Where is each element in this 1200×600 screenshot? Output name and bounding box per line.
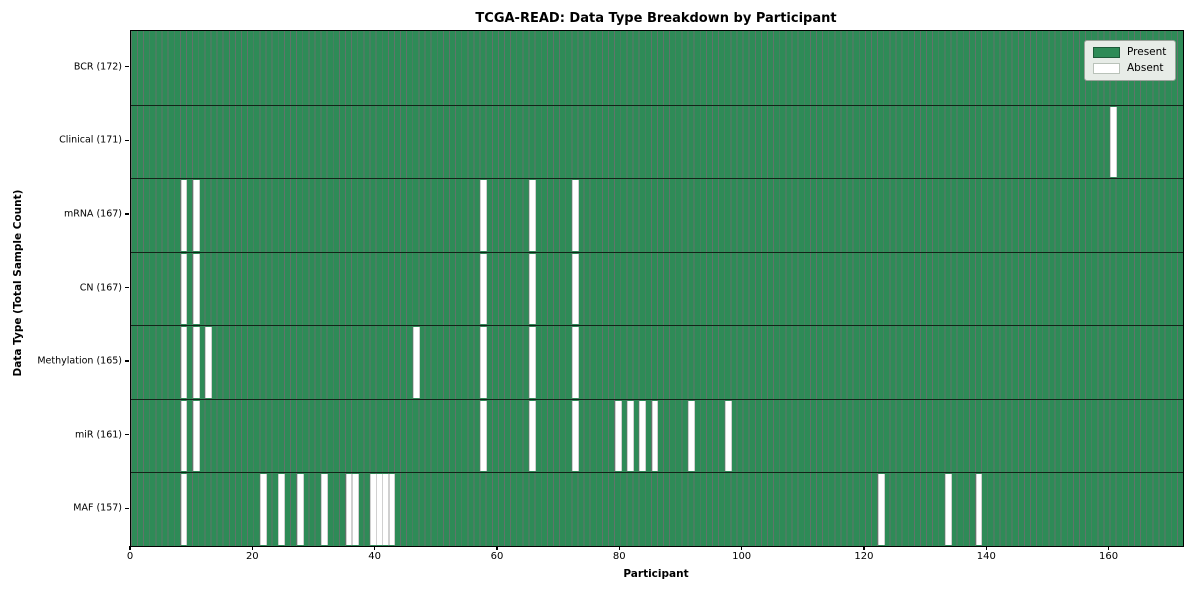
y-tick-mark	[125, 434, 129, 436]
absent-cell-miR-97	[724, 400, 732, 472]
absent-cell-MAF-133	[945, 474, 952, 545]
absent-cell-Methylation-65	[529, 327, 536, 398]
absent-cell-miR-91	[688, 400, 695, 472]
absent-cell-miR-79	[614, 400, 622, 472]
legend: Present Absent	[1084, 40, 1176, 81]
absent-cell-CN-65	[529, 253, 536, 325]
row-BCR	[131, 31, 1183, 105]
y-tick-label-Clinical: Clinical (171)	[59, 134, 122, 146]
absent-cell-Methylation-12	[205, 327, 212, 398]
y-tick-label-MAF: MAF (157)	[73, 502, 122, 514]
absent-cell-miR-72	[572, 400, 579, 472]
x-tick-mark	[251, 546, 253, 550]
row-mRNA	[131, 178, 1183, 252]
x-tick-mark	[374, 546, 376, 550]
absent-cell-MAF-122	[877, 474, 885, 545]
row-MAF	[131, 472, 1183, 546]
row-CN	[131, 251, 1183, 326]
legend-entry-present: Present	[1093, 47, 1167, 58]
legend-entry-absent: Absent	[1093, 63, 1167, 74]
absent-cell-MAF-24	[278, 474, 286, 545]
y-tick-mark	[125, 213, 129, 215]
legend-swatch-absent	[1093, 63, 1120, 74]
absent-cell-CN-57	[480, 253, 488, 325]
x-tick-mark	[618, 546, 620, 550]
legend-label: Absent	[1127, 62, 1164, 74]
absent-cell-Methylation-72	[572, 327, 579, 398]
y-tick-label-miR: miR (161)	[74, 429, 122, 441]
y-tick-label-Methylation: Methylation (165)	[37, 355, 122, 367]
absent-cell-MAF-27	[296, 474, 304, 545]
y-tick-label-CN: CN (167)	[79, 282, 122, 293]
absent-cell-MAF-42	[388, 474, 396, 545]
x-tick-label-60: 60	[490, 551, 504, 562]
absent-cell-MAF-36	[351, 474, 359, 545]
y-tick-mark	[125, 507, 129, 509]
chart-title: TCGA-READ: Data Type Breakdown by Partic…	[475, 11, 837, 26]
absent-cell-miR-65	[529, 400, 536, 472]
absent-cell-Methylation-57	[480, 327, 488, 398]
absent-cell-CN-10	[192, 253, 200, 325]
absent-cell-Methylation-10	[192, 327, 200, 398]
legend-label: Present	[1127, 46, 1167, 58]
row-Clinical	[131, 104, 1183, 179]
x-axis-label: Participant	[623, 568, 689, 580]
x-tick-label-20: 20	[245, 551, 259, 562]
x-tick-label-140: 140	[976, 551, 996, 562]
x-tick-label-160: 160	[1099, 551, 1119, 562]
absent-cell-CN-72	[572, 253, 579, 325]
absent-cell-CN-8	[180, 253, 188, 325]
absent-cell-miR-81	[627, 400, 634, 472]
absent-cell-MAF-31	[321, 474, 328, 545]
absent-cell-mRNA-10	[192, 180, 200, 251]
row-Methylation	[131, 325, 1183, 399]
row-miR	[131, 398, 1183, 473]
y-tick-label-BCR: BCR (172)	[73, 61, 122, 73]
x-tick-label-40: 40	[368, 551, 382, 562]
x-tick-label-100: 100	[732, 551, 752, 562]
absent-cell-Clinical-160	[1110, 106, 1117, 178]
legend-swatch-present	[1093, 47, 1120, 58]
y-axis-label: Data Type (Total Sample Count)	[12, 189, 24, 377]
absent-cell-MAF-21	[260, 474, 267, 545]
x-tick-mark	[985, 546, 987, 550]
y-tick-mark	[125, 66, 129, 68]
absent-cell-mRNA-72	[572, 180, 579, 251]
absent-cell-MAF-138	[975, 474, 983, 545]
x-tick-mark	[129, 546, 131, 550]
absent-cell-mRNA-65	[529, 180, 536, 251]
x-tick-label-80: 80	[612, 551, 626, 562]
y-tick-label-mRNA: mRNA (167)	[63, 208, 122, 220]
absent-cell-miR-57	[480, 400, 488, 472]
absent-cell-miR-10	[192, 400, 200, 472]
absent-cell-miR-8	[180, 400, 188, 472]
x-tick-label-120: 120	[854, 551, 874, 562]
absent-cell-mRNA-8	[180, 180, 188, 251]
x-tick-label-0: 0	[126, 551, 134, 562]
absent-cell-mRNA-57	[480, 180, 488, 251]
x-tick-mark	[863, 546, 865, 550]
absent-cell-Methylation-8	[180, 327, 188, 398]
absent-cell-MAF-8	[180, 474, 188, 545]
absent-cell-miR-83	[639, 400, 647, 472]
absent-cell-Methylation-46	[413, 327, 420, 398]
y-tick-mark	[125, 286, 129, 289]
x-tick-mark	[496, 546, 498, 550]
y-tick-mark	[125, 360, 129, 362]
plot-area	[130, 30, 1184, 547]
absent-cell-miR-85	[651, 400, 659, 472]
x-tick-mark	[1108, 546, 1110, 550]
x-tick-mark	[741, 546, 743, 550]
y-tick-mark	[125, 139, 129, 141]
